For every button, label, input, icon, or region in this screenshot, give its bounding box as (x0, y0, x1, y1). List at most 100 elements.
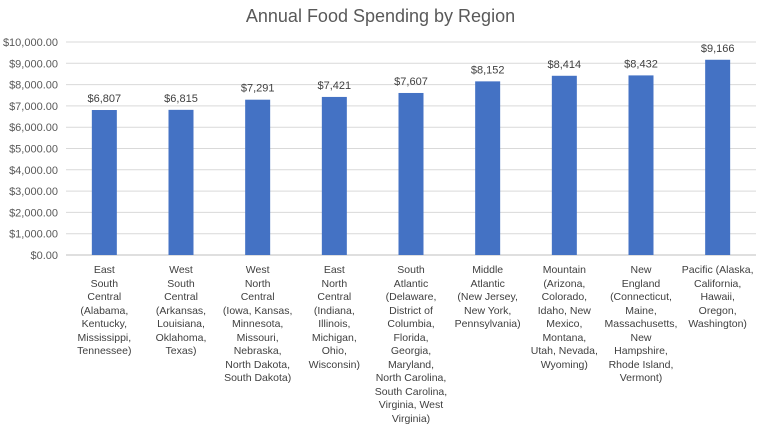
x-tick-label: Mountain (Arizona, Colorado, Idaho, New Mexi… (520, 264, 608, 372)
x-tick-label-line: South (90, 277, 119, 290)
x-tick-label-line: Utah, Nevada, (530, 345, 598, 357)
bar (168, 109, 194, 255)
x-tick-label-line: District of (389, 304, 433, 317)
bar (475, 81, 501, 255)
x-tick-label-line: (Arizona, (543, 277, 586, 290)
x-tick-label-line: Massachusetts, (604, 318, 678, 330)
x-tick-label-line: Louisiana, (157, 318, 205, 330)
x-tick-label-line: Minnesota, (231, 318, 284, 330)
y-tick-label: $4,000.00 (9, 165, 58, 177)
x-tick-label-line: Oregon, (698, 304, 737, 317)
x-tick-label: West South Central (Arkansas, Louisiana, Okla… (137, 264, 225, 359)
x-tick-label-line: Central (317, 291, 352, 303)
x-tick-label-line: (Alabama, (80, 304, 129, 317)
x-tick-label: West North Central (Iowa, Kansas, Minnesota,… (214, 264, 302, 386)
x-tick-label-line: New (630, 331, 652, 344)
x-tick-label-line: Washington) (688, 318, 747, 330)
x-tick-label-line: Middle (472, 264, 504, 276)
x-tick-label-line: Illinois, (318, 318, 351, 330)
x-tick-label-line: Atlantic (470, 277, 505, 290)
x-tick-label-line: Idaho, New (537, 304, 591, 317)
bar (705, 59, 731, 256)
x-tick-label-line: Rhode Island, (608, 358, 674, 371)
x-tick-label-line: (New Jersey, (457, 291, 518, 303)
x-tick-label-line: Texas) (165, 345, 197, 357)
y-tick-label: $10,000.00 (3, 37, 58, 49)
data-label: $8,432 (624, 58, 658, 70)
x-tick-label-line: South Carolina, (374, 385, 448, 398)
x-tick-label-line: West (245, 264, 270, 276)
x-tick-label-line: Pennsylvania) (454, 318, 521, 330)
x-tick-label-line: Wisconsin) (308, 358, 360, 371)
chart-title: Annual Food Spending by Region (245, 6, 516, 26)
x-tick-label-line: Hawaii, (700, 291, 735, 303)
y-tick-label: $3,000.00 (9, 186, 58, 198)
bar (551, 75, 577, 255)
x-tick-label-line: Mexico, (546, 318, 583, 330)
x-tick-label-line: Florida, (393, 331, 429, 344)
x-tick-label-line: Hampshire, (614, 345, 668, 357)
data-label: $9,166 (701, 43, 735, 55)
y-tick-label: $2,000.00 (9, 207, 58, 219)
x-tick-label-line: Virginia) (391, 412, 431, 425)
x-tick-label: South Atlantic (Delaware, District of Columb… (367, 264, 455, 426)
x-tick-label-line: Virginia, West (378, 399, 444, 411)
x-tick-label-line: Montana, (542, 331, 587, 344)
data-label: $8,414 (548, 59, 582, 71)
x-tick-label-line: (Delaware, (385, 291, 437, 303)
x-tick-label: New England (Connecticut, Maine, Massachuset… (597, 264, 685, 386)
x-tick-label-line: Vermont) (619, 372, 663, 384)
data-label: $7,291 (241, 83, 275, 95)
x-tick-label-line: Missouri, (236, 331, 279, 344)
bar (245, 99, 271, 256)
x-tick-label-line: California, (694, 277, 742, 290)
bar (628, 75, 654, 255)
x-tick-label-line: Central (87, 291, 122, 303)
data-label: $6,815 (164, 93, 198, 105)
data-label: $7,421 (318, 80, 352, 92)
y-tick-label: $1,000.00 (9, 229, 58, 241)
x-tick-label-line: Oklahoma, (155, 331, 207, 344)
bar (321, 96, 347, 255)
bar (91, 110, 117, 256)
x-tick-label-line: Pacific (Alaska, (681, 264, 754, 276)
y-tick-label: $6,000.00 (9, 122, 58, 134)
x-tick-label-line: Columbia, (387, 318, 435, 330)
x-tick-label-line: (Arkansas, (155, 304, 207, 317)
y-tick-label: $9,000.00 (9, 58, 58, 70)
x-tick-label-line: Colorado, (541, 291, 588, 303)
x-tick-label-line: Mountain (542, 264, 586, 276)
x-tick-label-line: North Dakota, (225, 358, 291, 371)
x-tick-label-line: North Carolina, (375, 372, 447, 384)
x-tick-label-line: Maryland, (387, 358, 435, 371)
x-tick-label-line: Wyoming) (540, 358, 588, 371)
data-label: $8,152 (471, 64, 505, 76)
x-tick-label: East North Central (Indiana, Illinois, Michig… (290, 264, 378, 372)
x-tick-label-line: North (321, 277, 348, 290)
x-tick-label-line: (Iowa, Kansas, (222, 304, 293, 317)
x-tick-label-line: North (244, 277, 271, 290)
x-tick-label-line: Central (240, 291, 275, 303)
x-tick-label-line: Georgia, (390, 345, 432, 357)
x-tick-label-line: (Connecticut, (610, 291, 672, 303)
x-tick-label-line: Mississippi, (77, 331, 132, 344)
y-tick-label: $5,000.00 (9, 144, 58, 156)
x-tick-label-line: Atlantic (393, 277, 429, 290)
x-tick-label-line: Nebraska, (233, 345, 282, 357)
data-label: $6,807 (88, 93, 122, 105)
y-tick-label: $7,000.00 (9, 101, 58, 113)
bar (398, 92, 424, 255)
data-label: $7,607 (394, 76, 428, 88)
x-tick-label-line: Ohio, (321, 345, 347, 357)
x-tick-label-line: Kentucky, (81, 318, 127, 330)
x-tick-label-line: Tennessee) (77, 345, 132, 357)
x-tick-label-line: New (630, 264, 652, 276)
x-tick-label-line: Central (164, 291, 198, 303)
x-tick-label-line: South Dakota) (224, 372, 292, 384)
x-tick-label-line: Michigan, (311, 331, 357, 344)
x-tick-label: East South Central (Alabama, Kentucky, Missis… (60, 264, 148, 359)
y-tick-label: $8,000.00 (9, 80, 58, 92)
x-tick-label: Pacific (Alaska, California, Hawaii, Oregon… (674, 264, 761, 332)
x-tick-label-line: New York, (464, 304, 512, 317)
